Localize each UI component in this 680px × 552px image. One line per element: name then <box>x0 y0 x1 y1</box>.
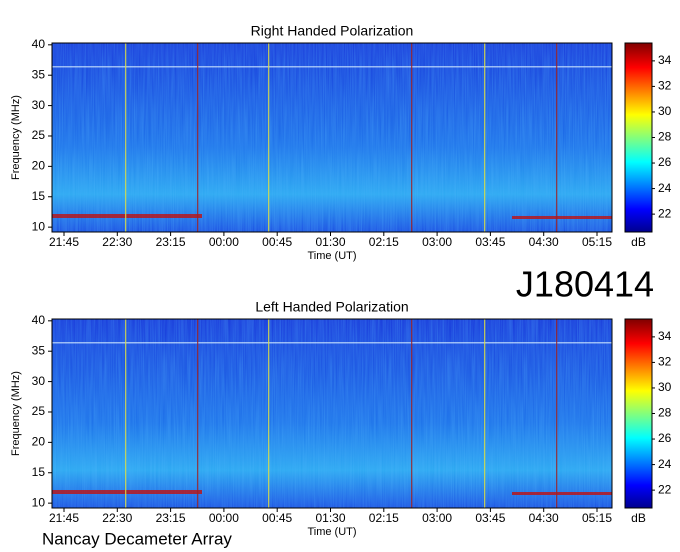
y-tick-label: 30 <box>32 374 46 388</box>
y-tick-label: 25 <box>32 404 46 418</box>
x-tick-label: 05:15 <box>582 235 612 249</box>
y-tick-label: 35 <box>32 343 46 357</box>
x-tick-label: 21:45 <box>49 511 79 525</box>
x-tick-label: 22:30 <box>102 511 132 525</box>
y-tick-label: 10 <box>32 219 46 233</box>
x-tick-label: 03:00 <box>422 511 452 525</box>
colorbar-tick-label: 30 <box>658 380 672 394</box>
colorbar <box>624 318 653 509</box>
x-tick-label: 01:30 <box>315 235 345 249</box>
colorbar-tick-label: 30 <box>658 104 672 118</box>
rfi-band <box>52 490 202 494</box>
colorbar-tick-label: 32 <box>658 355 672 369</box>
y-axis-label: Frequency (MHz) <box>10 371 22 456</box>
x-tick-label: 23:15 <box>156 511 186 525</box>
x-tick-label: 03:45 <box>475 511 505 525</box>
x-tick-label: 23:15 <box>156 235 186 249</box>
y-tick-label: 20 <box>32 159 46 173</box>
x-axis-label: Time (UT) <box>307 526 356 538</box>
rfi-line <box>52 342 612 344</box>
rfi-band <box>512 492 612 495</box>
y-tick-label: 15 <box>32 189 46 203</box>
colorbar-tick-label: 22 <box>658 482 672 496</box>
x-tick-label: 03:00 <box>422 235 452 249</box>
x-tick-label: 04:30 <box>529 235 559 249</box>
colorbar-tick-label: 28 <box>658 130 672 144</box>
colorbar-tick-label: 22 <box>658 206 672 220</box>
spectrogram-noise <box>52 319 612 508</box>
panel-title: Left Handed Polarization <box>255 299 408 315</box>
y-tick-label: 15 <box>32 465 46 479</box>
y-tick-label: 35 <box>32 67 46 81</box>
y-tick-label: 40 <box>32 37 46 51</box>
y-tick-label: 40 <box>32 313 46 327</box>
colorbar <box>624 42 653 233</box>
rfi-line <box>197 319 199 508</box>
panel-title: Right Handed Polarization <box>251 23 414 39</box>
y-tick-label: 30 <box>32 98 46 112</box>
rfi-line <box>484 319 486 508</box>
x-tick-label: 00:45 <box>262 235 292 249</box>
x-axis-label: Time (UT) <box>307 250 356 262</box>
rfi-band <box>52 214 202 218</box>
rfi-line <box>411 43 413 232</box>
colorbar-tick-label: 26 <box>658 431 672 445</box>
rfi-line <box>197 43 199 232</box>
rfi-band <box>512 216 612 219</box>
x-tick-label: 04:30 <box>529 511 559 525</box>
x-tick-label: 02:15 <box>369 511 399 525</box>
colorbar-tick-label: 32 <box>658 79 672 93</box>
y-tick-label: 20 <box>32 435 46 449</box>
rfi-line <box>268 43 270 232</box>
x-tick-label: 21:45 <box>49 235 79 249</box>
x-tick-label: 00:00 <box>209 235 239 249</box>
panel: Left Handed Polarization Time (UT) Frequen… <box>10 299 672 538</box>
rfi-line <box>125 43 127 232</box>
spectrogram-noise <box>52 43 612 232</box>
colorbar-tick-label: 26 <box>658 155 672 169</box>
colorbar-tick-label: 24 <box>658 181 672 195</box>
y-tick-label: 25 <box>32 128 46 142</box>
colorbar-tick-label: 24 <box>658 457 672 471</box>
x-tick-label: 05:15 <box>582 511 612 525</box>
x-tick-label: 22:30 <box>102 235 132 249</box>
x-tick-label: 01:30 <box>315 511 345 525</box>
colorbar-tick-label: 28 <box>658 406 672 420</box>
colorbar-label: dB <box>631 235 646 249</box>
x-tick-label: 00:45 <box>262 511 292 525</box>
observation-id: J180414 <box>516 264 654 305</box>
rfi-line <box>52 66 612 68</box>
rfi-line <box>268 319 270 508</box>
y-axis-label: Frequency (MHz) <box>10 95 22 180</box>
colorbar-tick-label: 34 <box>658 329 672 343</box>
rfi-line <box>556 319 558 508</box>
plot-frame <box>51 42 613 233</box>
footer-text: Nancay Decameter Array <box>42 529 232 548</box>
x-tick-label: 02:15 <box>369 235 399 249</box>
x-tick-label: 00:00 <box>209 511 239 525</box>
y-tick-label: 10 <box>32 495 46 509</box>
x-tick-label: 03:45 <box>475 235 505 249</box>
rfi-line <box>411 319 413 508</box>
colorbar-tick-label: 34 <box>658 53 672 67</box>
rfi-line <box>556 43 558 232</box>
rfi-line <box>484 43 486 232</box>
rfi-line <box>125 319 127 508</box>
colorbar-label: dB <box>631 511 646 525</box>
panel: Right Handed Polarization Time (UT) Freque… <box>10 23 672 262</box>
plot-frame <box>51 318 613 509</box>
